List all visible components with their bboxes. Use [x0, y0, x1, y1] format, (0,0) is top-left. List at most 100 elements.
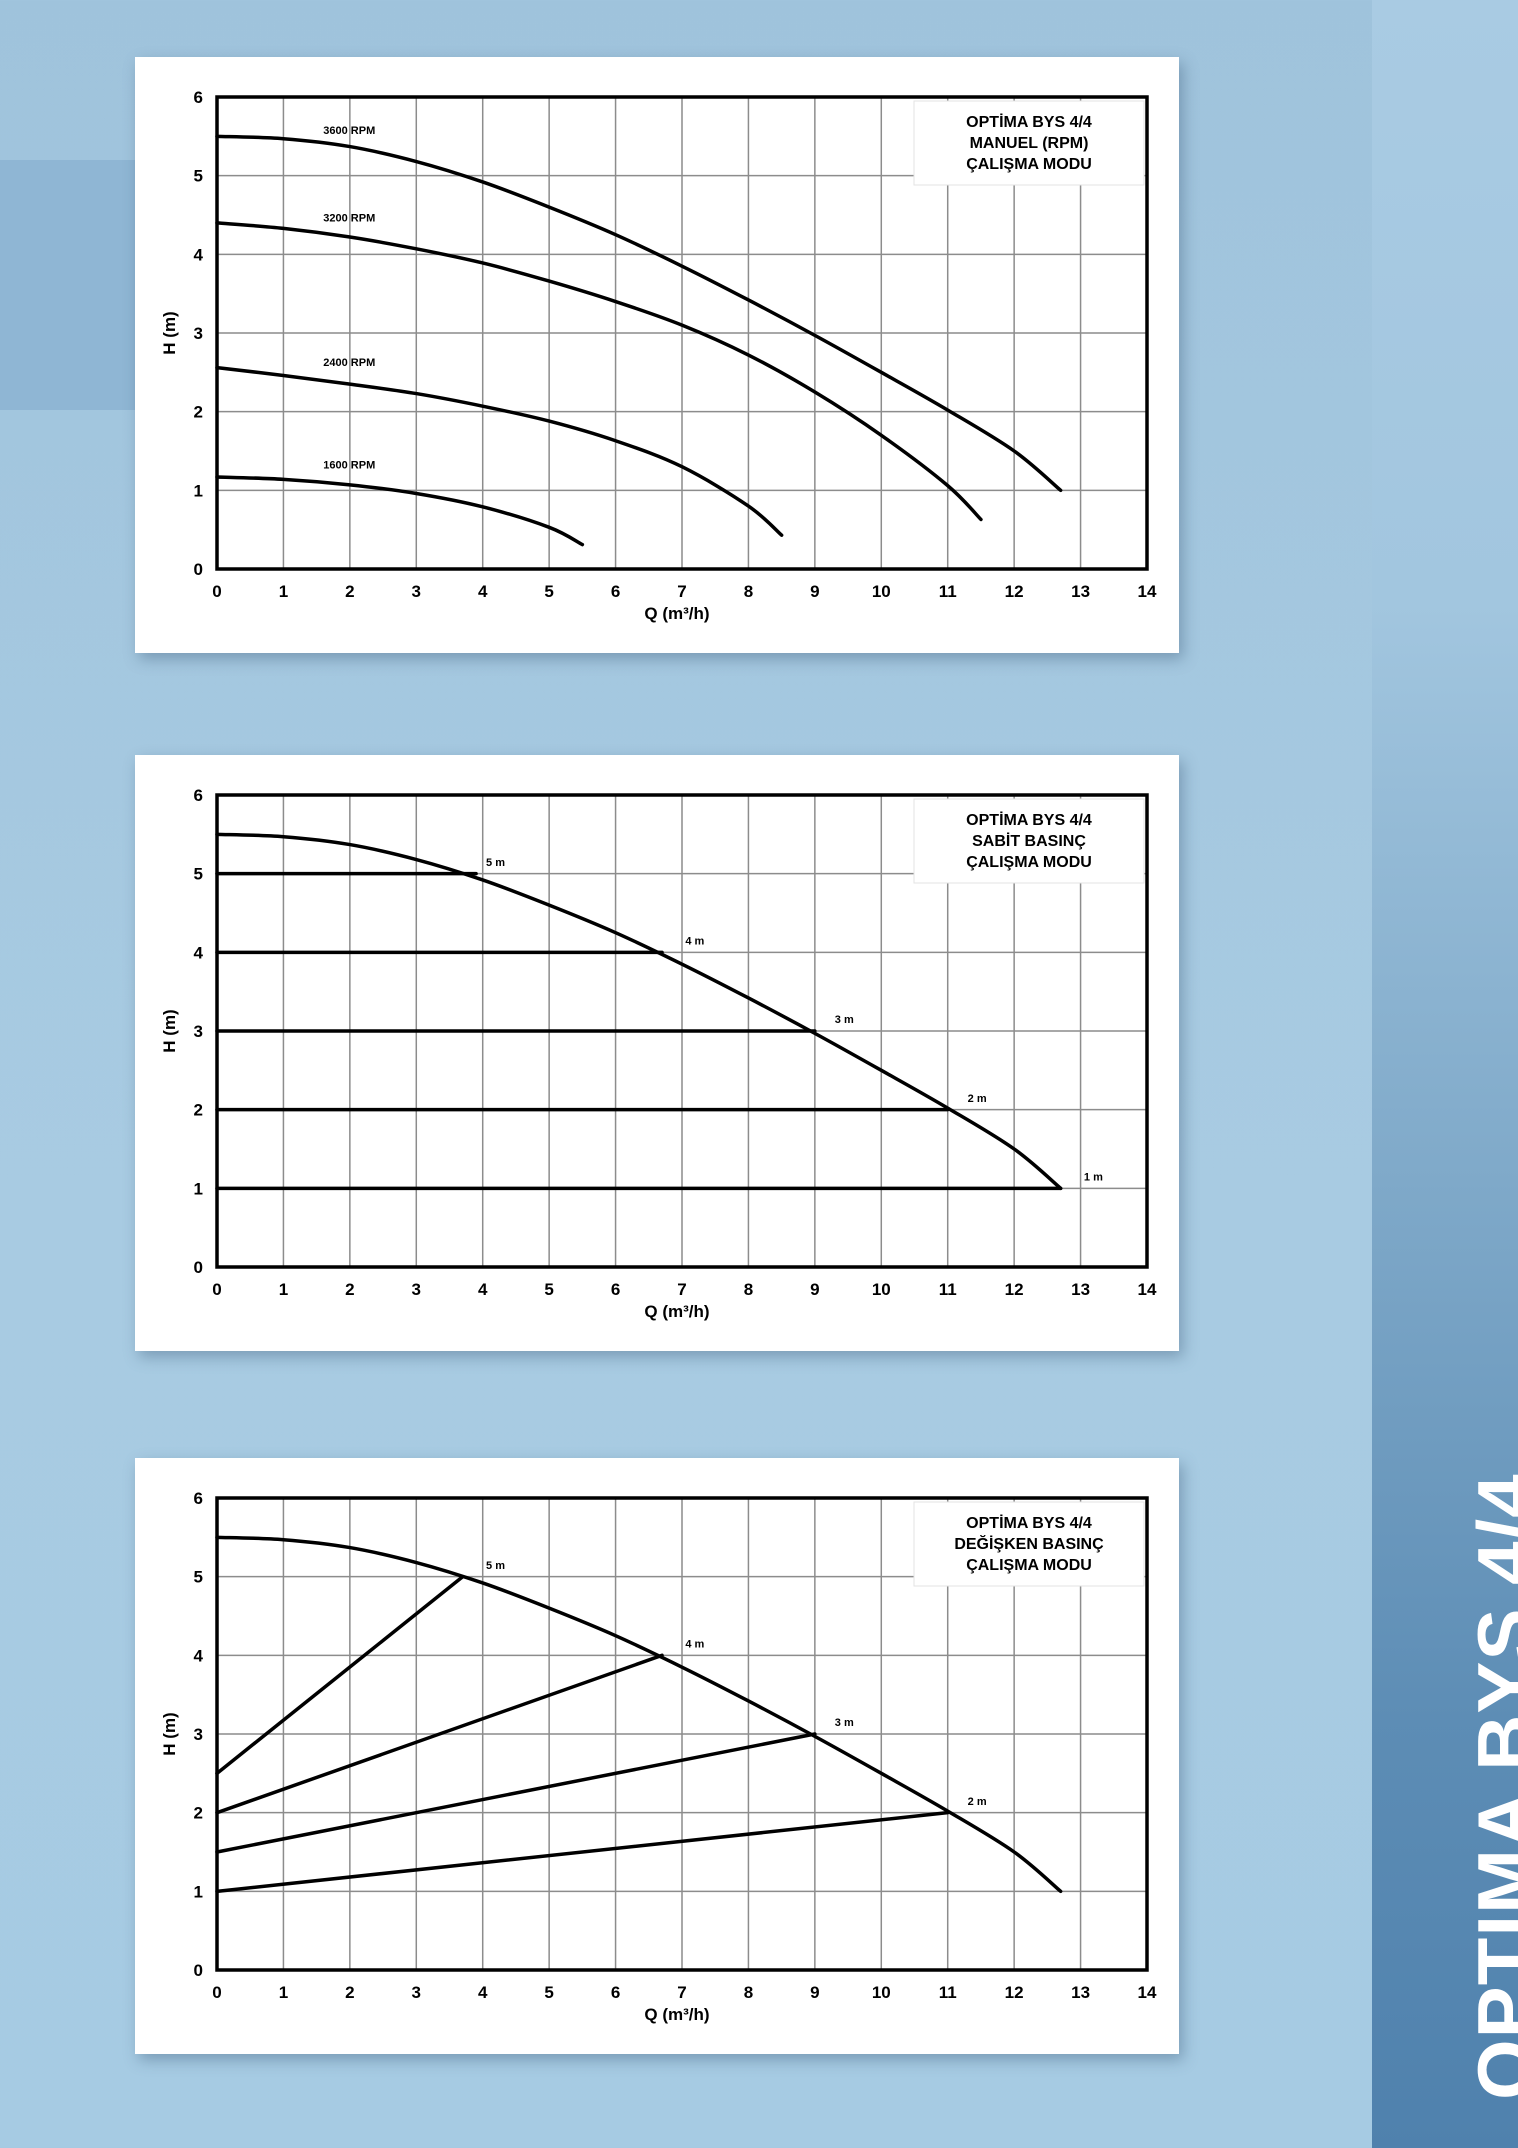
x-tick-label: 5	[544, 1280, 553, 1299]
chart-title-line: SABİT BASINÇ	[972, 832, 1086, 850]
y-tick-label: 1	[194, 1882, 203, 1901]
x-tick-label: 14	[1138, 582, 1157, 601]
curve-label: 3 m	[835, 1717, 854, 1729]
x-tick-label: 0	[212, 1983, 221, 2002]
x-tick-label: 11	[939, 1983, 957, 2002]
curve-label: 5 m	[486, 857, 505, 869]
x-tick-label: 2	[345, 582, 354, 601]
y-tick-label: 1	[194, 481, 203, 500]
x-tick-label: 1	[279, 1280, 288, 1299]
x-tick-label: 10	[872, 1280, 891, 1299]
operating-line	[215, 1732, 817, 1854]
x-tick-label: 12	[1005, 1983, 1024, 2002]
chart-card-manual: 0 1 2 3 4 5 6 7 8 9 10 11 12 13 14 0 1 2 3 4 5 6 Q (m³/h) H (m)…	[135, 57, 1179, 653]
x-tick-label: 3	[412, 1280, 421, 1299]
x-tick-label: 9	[810, 582, 819, 601]
x-tick-label: 4	[478, 1983, 488, 2002]
left-accent-band	[0, 160, 140, 410]
side-product-title: OPTIMA BYS 4/4	[1461, 1473, 1518, 2100]
operating-line	[215, 1653, 664, 1815]
y-tick-label: 4	[194, 1646, 204, 1665]
x-tick-label: 14	[1138, 1983, 1157, 2002]
x-tick-label: 10	[872, 582, 891, 601]
x-tick-label: 13	[1071, 1983, 1090, 2002]
y-tick-label: 2	[194, 1804, 203, 1823]
x-tick-label: 5	[544, 582, 553, 601]
x-tick-label: 0	[212, 582, 221, 601]
x-tick-label: 7	[677, 1983, 686, 2002]
x-tick-label: 1	[279, 582, 288, 601]
x-tick-label: 7	[677, 1280, 686, 1299]
x-tick-label: 0	[212, 1280, 221, 1299]
y-tick-label: 2	[194, 403, 203, 422]
x-tick-label: 14	[1138, 1280, 1157, 1299]
curve-label: 1600 RPM	[323, 459, 375, 471]
curve-label: 2 m	[968, 1796, 987, 1808]
x-tick-label: 9	[810, 1983, 819, 2002]
x-tick-label: 10	[872, 1983, 891, 2002]
chart-title-line: OPTİMA BYS 4/4	[966, 113, 1092, 131]
curve-label: 4 m	[685, 1638, 704, 1650]
curve-label: 2400 RPM	[323, 357, 375, 369]
chart-card-constant-pressure: 0 1 2 3 4 5 6 7 8 9 10 11 12 13 14 0 1 2 3 4 5 6 Q (m³/h) H (m)…	[135, 755, 1179, 1351]
x-tick-label: 3	[412, 582, 421, 601]
curve-label: 4 m	[685, 935, 704, 947]
y-tick-label: 6	[194, 88, 203, 107]
x-tick-label: 2	[345, 1280, 354, 1299]
y-tick-label: 5	[194, 865, 203, 884]
x-axis-label: Q (m³/h)	[644, 2005, 709, 2024]
curve-label: 3 m	[835, 1014, 854, 1026]
x-tick-label: 12	[1005, 582, 1024, 601]
curve-label: 2 m	[968, 1093, 987, 1105]
x-tick-label: 13	[1071, 582, 1090, 601]
chart-title-line: OPTİMA BYS 4/4	[966, 1514, 1092, 1532]
x-tick-label: 8	[744, 582, 753, 601]
y-axis-label: H (m)	[160, 311, 179, 354]
chart-card-variable-pressure: 0 1 2 3 4 5 6 7 8 9 10 11 12 13 14 0 1 2 3 4 5 6 Q (m³/h) H (m)…	[135, 1458, 1179, 2054]
chart-title-line: MANUEL (RPM)	[970, 135, 1089, 152]
x-tick-label: 9	[810, 1280, 819, 1299]
y-axis-label: H (m)	[160, 1712, 179, 1755]
chart-title-line: ÇALIŞMA MODU	[966, 854, 1092, 871]
y-tick-label: 6	[194, 786, 203, 805]
plot-frame	[215, 95, 1149, 571]
curve-label: 3200 RPM	[323, 212, 375, 224]
x-tick-label: 12	[1005, 1280, 1024, 1299]
x-tick-label: 2	[345, 1983, 354, 2002]
y-tick-label: 4	[194, 245, 204, 264]
operating-line	[215, 1810, 950, 1894]
chart-title-box	[913, 100, 1145, 186]
operating-line	[215, 1574, 465, 1776]
pump-curve	[215, 832, 1063, 1191]
y-tick-label: 5	[194, 167, 203, 186]
y-tick-label: 3	[194, 1022, 203, 1041]
y-tick-label: 2	[194, 1101, 203, 1120]
y-tick-label: 4	[194, 943, 204, 962]
x-axis-label: Q (m³/h)	[644, 604, 709, 623]
x-tick-label: 13	[1071, 1280, 1090, 1299]
chart-title-line: OPTİMA BYS 4/4	[966, 811, 1092, 829]
curve-label: 5 m	[486, 1560, 505, 1572]
x-axis-label: Q (m³/h)	[644, 1302, 709, 1321]
x-tick-label: 4	[478, 582, 488, 601]
y-tick-label: 0	[194, 560, 203, 579]
curve-label: 1 m	[1084, 1171, 1103, 1183]
x-tick-label: 6	[611, 582, 620, 601]
y-tick-label: 6	[194, 1489, 203, 1508]
x-tick-label: 6	[611, 1983, 620, 2002]
right-side-band	[1372, 0, 1518, 2148]
chart-title-line: ÇALIŞMA MODU	[966, 1557, 1092, 1574]
pump-curve	[215, 365, 784, 537]
x-tick-label: 11	[939, 1280, 957, 1299]
y-tick-label: 5	[194, 1568, 203, 1587]
chart-title-line: ÇALIŞMA MODU	[966, 156, 1092, 173]
chart-title-box	[913, 798, 1145, 884]
y-tick-label: 0	[194, 1961, 203, 1980]
x-tick-label: 11	[939, 582, 957, 601]
x-tick-label: 8	[744, 1280, 753, 1299]
x-tick-label: 8	[744, 1983, 753, 2002]
pump-curve	[215, 134, 1063, 493]
curve-label: 3600 RPM	[323, 125, 375, 137]
chart-title-box	[913, 1501, 1145, 1587]
